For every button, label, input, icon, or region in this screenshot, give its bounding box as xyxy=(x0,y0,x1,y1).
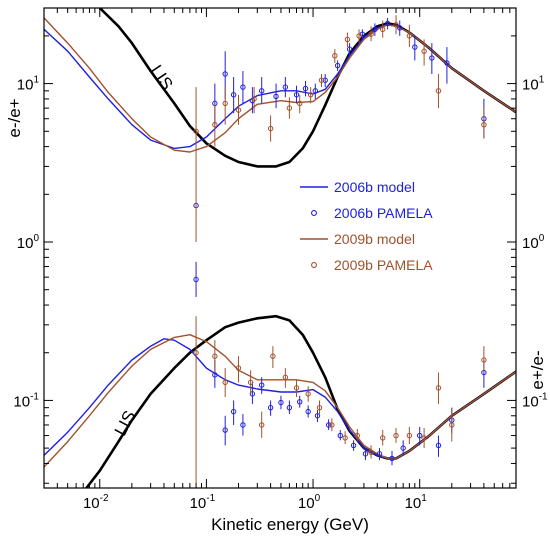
data-point-2006b-pamela xyxy=(212,372,218,378)
data-point-2006b-pamela xyxy=(305,408,311,415)
data-point-2009b-pamela xyxy=(251,96,257,102)
data-point-2009b-pamela xyxy=(293,385,300,391)
data-point-2009b-pamela xyxy=(380,435,386,441)
data-point-2006b-pamela xyxy=(384,20,391,27)
data-point-2006b-pamela xyxy=(322,77,328,83)
data-point-2009b-pamela xyxy=(368,449,374,456)
data-point-2009b-pamela xyxy=(318,77,325,83)
data-point-2009b-pamela xyxy=(235,107,242,113)
data-point-2009b-pamela xyxy=(393,432,399,439)
data-point-2006b-pamela xyxy=(240,84,246,90)
data-point-2009b-pamela xyxy=(435,88,442,94)
data-point-2009b-pamela xyxy=(421,48,427,54)
data-point-2009b-pamela xyxy=(193,350,199,356)
data-point-2006b-pamela xyxy=(222,427,228,433)
data-point-2009b-pamela xyxy=(247,379,254,386)
data-point-2009b-pamela xyxy=(329,422,335,428)
x-axis-label: Kinetic energy (GeV) xyxy=(211,515,369,534)
data-point-2009b-pamela xyxy=(356,33,362,39)
data-point-2006b-pamela xyxy=(334,62,341,69)
data-point-2006b-pamela xyxy=(337,432,343,439)
data-point-2009b-pamela xyxy=(259,422,265,428)
data-point-2009b-pamela xyxy=(193,128,199,134)
data-point-2009b-pamela xyxy=(212,353,218,359)
data-point-2009b-pamela xyxy=(380,26,386,33)
data-point-2009b-pamela xyxy=(354,432,361,439)
legend-marker-swatch xyxy=(311,262,317,268)
data-point-2006b-pamela xyxy=(416,432,423,439)
legend-label: 2006b model xyxy=(334,179,415,195)
data-point-2009b-pamela xyxy=(286,105,293,111)
data-point-2006b-pamela xyxy=(286,404,293,411)
data-point-2009b-pamela xyxy=(305,391,311,397)
data-point-2009b-pamela xyxy=(270,353,276,359)
data-point-2006b-pamela xyxy=(259,382,265,388)
data-point-2006b-pamela xyxy=(314,413,321,419)
data-point-2009b-pamela xyxy=(297,100,303,107)
data-point-2009b-pamela xyxy=(307,92,314,98)
legend: 2006b model 2006b PAMELA 2009b model 2009b … xyxy=(300,179,433,273)
data-point-2006b-pamela xyxy=(193,276,199,283)
data-point-2006b-pamela xyxy=(429,55,435,61)
data-point-2009b-pamela xyxy=(316,404,323,411)
data-point-2006b-pamela xyxy=(312,88,319,94)
data-point-2006b-pamela xyxy=(372,26,378,33)
data-point-2006b-pamela xyxy=(240,422,246,428)
data-point-2009b-pamela xyxy=(481,357,487,363)
data-point-2006b-pamela xyxy=(222,71,228,77)
data-point-2006b-pamela xyxy=(278,399,284,406)
data-point-2009b-pamela xyxy=(344,36,351,43)
data-point-2009b-pamela xyxy=(212,122,218,128)
data-point-2006b-pamela xyxy=(293,92,300,98)
data-point-2009b-pamela xyxy=(421,435,427,441)
legend-marker-swatch xyxy=(311,210,317,216)
data-point-2006b-pamela xyxy=(400,445,406,451)
data-point-2009b-pamela xyxy=(342,435,348,441)
data-point-2006b-pamela xyxy=(325,422,332,428)
data-point-2006b-pamela xyxy=(282,84,289,90)
data-point-2006b-pamela xyxy=(444,60,450,66)
y-axis-label-left: e-/e+ xyxy=(5,98,24,137)
data-point-2006b-pamela xyxy=(302,85,309,92)
data-point-2009b-pamela xyxy=(406,33,413,39)
data-point-2009b-pamela xyxy=(449,422,455,428)
data-point-2009b-pamela xyxy=(222,379,228,386)
data-point-2009b-pamela xyxy=(267,125,274,132)
data-point-2006b-pamela xyxy=(397,25,403,31)
data-point-2009b-pamela xyxy=(222,100,228,107)
data-point-2009b-pamela xyxy=(235,365,242,371)
plot-frame xyxy=(43,7,517,489)
data-point-2009b-pamela xyxy=(406,432,413,439)
data-point-2006b-pamela xyxy=(230,92,237,98)
data-point-2006b-pamela xyxy=(267,404,274,411)
legend-label: 2006b PAMELA xyxy=(334,205,433,221)
data-point-2006b-pamela xyxy=(259,88,265,94)
data-point-2006b-pamela xyxy=(389,455,395,462)
legend-label: 2009b model xyxy=(334,231,415,247)
data-point-2009b-pamela xyxy=(481,122,487,128)
data-point-2009b-pamela xyxy=(368,31,374,37)
data-point-2006b-pamela xyxy=(346,46,353,52)
data-point-2006b-pamela xyxy=(297,399,303,405)
data-point-2006b-pamela xyxy=(362,451,369,457)
data-point-2009b-pamela xyxy=(393,22,399,28)
data-point-2009b-pamela xyxy=(282,374,289,380)
data-point-2006b-pamela xyxy=(376,451,383,457)
data-point-2006b-pamela xyxy=(350,442,357,449)
legend-label: 2009b PAMELA xyxy=(334,257,433,273)
data-point-2006b-pamela xyxy=(230,408,237,415)
data-point-2009b-pamela xyxy=(435,385,442,391)
y-axis-label-right: e+/e- xyxy=(528,350,547,389)
data-point-2009b-pamela xyxy=(332,52,338,59)
data-point-2006b-pamela xyxy=(273,93,279,100)
data-point-2006b-pamela xyxy=(412,44,418,50)
data-point-2006b-pamela xyxy=(435,442,442,449)
